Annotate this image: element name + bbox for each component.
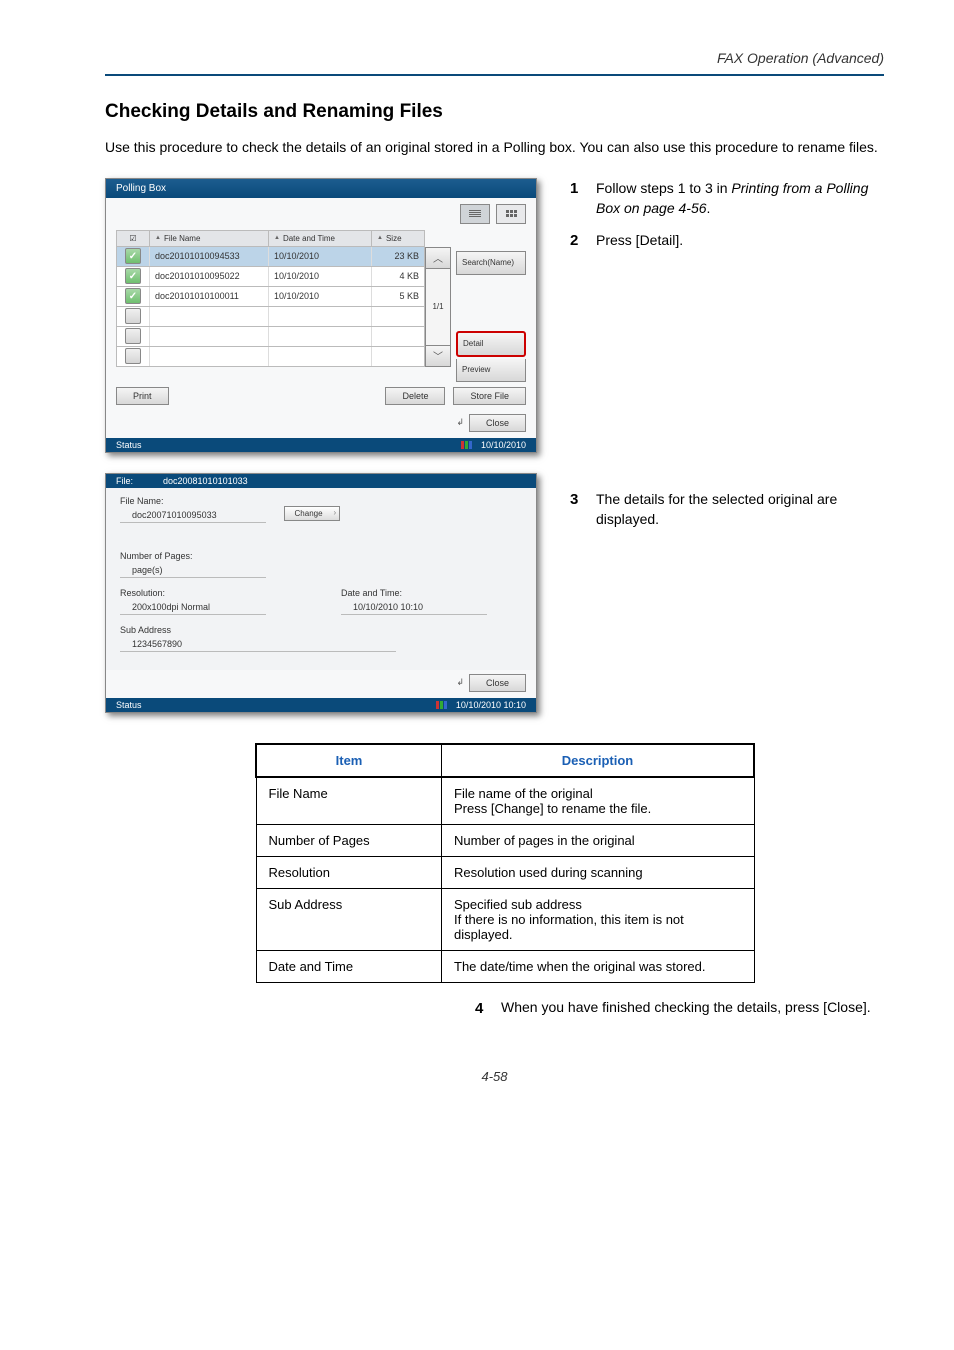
grid-view-button[interactable] [496,204,526,224]
status-time: 10/10/2010 [481,440,526,450]
search-name-button[interactable]: Search(Name) [456,251,526,275]
row-checkbox[interactable]: ✓ [125,268,141,284]
row-size: 4 KB [372,267,424,286]
desc-text: Number of pages in the original [442,824,755,856]
row-date: 10/10/2010 [269,287,372,306]
step-2-text: Press [Detail]. [596,230,683,252]
desc-item: Sub Address [256,888,442,950]
row-size [372,347,424,366]
description-table: Item Description File NameFile name of t… [255,743,755,983]
row-date: 10/10/2010 [269,247,372,266]
row-checkbox[interactable] [125,308,141,324]
th-desc: Description [442,744,755,777]
row-size: 23 KB [372,247,424,266]
row-date [269,347,372,366]
row-size [372,327,424,346]
row-filename [150,327,269,346]
status-label: Status [116,700,142,710]
pages-label: Number of Pages: [120,551,522,561]
row-checkbox[interactable]: ✓ [125,248,141,264]
return-icon: ↲ [456,417,464,428]
step-4-text: When you have finished checking the deta… [501,998,871,1019]
polling-box-panel: Polling Box ☑ [105,178,537,453]
detail-close-button[interactable]: Close [469,674,526,692]
row-date [269,307,372,326]
page-number: 4-58 [105,1069,884,1084]
table-row[interactable] [116,347,425,367]
row-date: 10/10/2010 [269,267,372,286]
file-detail-panel: File: doc20081010101033 File Name: doc20… [105,473,537,713]
scroll-down-button[interactable]: ﹀ [425,345,451,367]
step-4-num: 4 [475,998,501,1019]
return-icon: ↲ [456,677,464,688]
preview-button[interactable]: Preview [456,359,526,382]
close-button[interactable]: Close [469,414,526,432]
desc-item: File Name [256,777,442,825]
step-3-text: The details for the selected original ar… [596,489,884,530]
subaddress-label: Sub Address [120,625,522,635]
table-row[interactable] [116,327,425,347]
row-size [372,307,424,326]
store-file-button[interactable]: Store File [453,387,526,405]
step-1-num: 1 [570,178,596,219]
status-bars-icon [436,701,448,709]
row-filename: doc20101010095022 [150,267,269,286]
filename-value: doc20071010095033 [120,508,266,523]
th-item: Item [256,744,442,777]
desc-text: The date/time when the original was stor… [442,950,755,982]
scroll-up-button[interactable]: ︿ [425,247,451,269]
step-2-num: 2 [570,230,596,252]
desc-item: Date and Time [256,950,442,982]
filename-label: File Name: [120,496,522,506]
datetime-value: 10/10/2010 10:10 [341,600,487,615]
print-button[interactable]: Print [116,387,169,405]
desc-text: Resolution used during scanning [442,856,755,888]
desc-text: Specified sub addressIf there is no info… [442,888,755,950]
intro-text: Use this procedure to check the details … [105,138,884,158]
row-size: 5 KB [372,287,424,306]
file-key-label: File: [116,476,133,486]
table-row[interactable]: ✓ doc2010101009502210/10/20104 KB [116,267,425,287]
delete-button[interactable]: Delete [385,387,445,405]
resolution-label: Resolution: [120,588,301,598]
table-row[interactable] [116,307,425,327]
desc-text: File name of the originalPress [Change] … [442,777,755,825]
pages-value: page(s) [120,563,266,578]
status-time: 10/10/2010 10:10 [456,700,526,710]
table-row[interactable]: ✓ doc2010101009453310/10/201023 KB [116,247,425,267]
polling-box-title: Polling Box [106,179,536,198]
change-button[interactable]: Change [284,506,341,521]
row-date [269,327,372,346]
row-filename: doc20101010100011 [150,287,269,306]
col-checkbox[interactable]: ☑ [117,231,150,246]
step-3-num: 3 [570,489,596,530]
col-size[interactable]: ▲Size [372,231,424,246]
page-chapter-header: FAX Operation (Advanced) [105,50,884,76]
desc-item: Resolution [256,856,442,888]
row-filename: doc20101010094533 [150,247,269,266]
row-checkbox[interactable]: ✓ [125,288,141,304]
row-filename [150,347,269,366]
list-view-button[interactable] [460,204,490,224]
row-filename [150,307,269,326]
col-filename[interactable]: ▲File Name [150,231,269,246]
detail-button[interactable]: Detail [456,331,526,357]
page-indicator: 1/1 [425,269,451,345]
table-row[interactable]: ✓ doc2010101010001110/10/20105 KB [116,287,425,307]
row-checkbox[interactable] [125,328,141,344]
resolution-value: 200x100dpi Normal [120,600,266,615]
section-title: Checking Details and Renaming Files [105,101,884,123]
status-bars-icon [461,441,473,449]
subaddress-value: 1234567890 [120,637,396,652]
status-label: Status [116,440,142,450]
col-datetime[interactable]: ▲Date and Time [269,231,372,246]
datetime-label: Date and Time: [341,588,522,598]
row-checkbox[interactable] [125,348,141,364]
step-1-text: Follow steps 1 to 3 in Printing from a P… [596,178,884,219]
desc-item: Number of Pages [256,824,442,856]
file-key-value: doc20081010101033 [163,476,248,486]
